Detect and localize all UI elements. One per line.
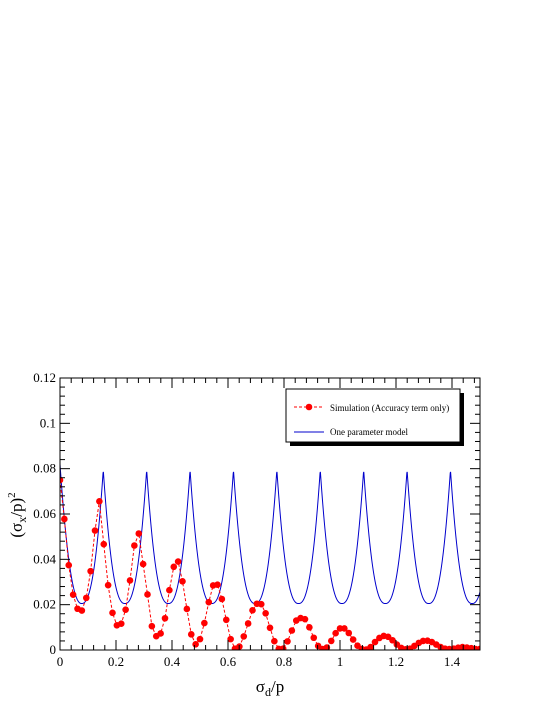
series-simulation-point xyxy=(262,609,269,617)
y-tick-label: 0.02 xyxy=(33,597,56,612)
series-simulation-point xyxy=(371,638,379,646)
series-simulation-point xyxy=(306,624,313,631)
series-simulation-point xyxy=(266,624,274,632)
y-tick-label: 0.04 xyxy=(33,551,56,566)
series-simulation-point xyxy=(227,635,234,643)
x-tick-label: 1 xyxy=(337,654,344,669)
x-tick-label: 0.8 xyxy=(276,654,292,669)
series-simulation-point xyxy=(218,595,226,603)
legend-simulation-marker xyxy=(305,403,313,411)
series-simulation-point xyxy=(60,476,64,484)
y-axis-label: (σx/p)2 xyxy=(6,492,29,537)
series-simulation-point xyxy=(82,594,90,602)
series-simulation-point xyxy=(144,591,151,598)
series-simulation-point xyxy=(214,581,221,589)
series-simulation-point xyxy=(117,620,125,628)
series-simulation-point xyxy=(327,637,335,645)
x-tick-label: 0 xyxy=(57,654,64,669)
y-tick-label: 0.08 xyxy=(33,461,56,476)
series-simulation-point xyxy=(109,609,116,617)
x-tick-label: 0.4 xyxy=(164,654,181,669)
series-simulation-point xyxy=(341,625,348,632)
legend-box xyxy=(285,388,461,443)
series-simulation-point xyxy=(87,567,94,575)
series-simulation-point xyxy=(148,622,156,630)
series-simulation-point xyxy=(100,540,108,548)
series-simulation-point xyxy=(345,629,353,637)
series-simulation-point xyxy=(257,600,265,608)
series-simulation-point xyxy=(310,634,318,642)
series-simulation-point xyxy=(192,641,199,648)
series-simulation-point xyxy=(122,606,129,613)
series-simulation-point xyxy=(222,616,230,624)
legend-model-label: One parameter model xyxy=(330,427,408,437)
series-simulation-point xyxy=(284,638,291,645)
axes-layer: 0 0.2 0.4 0.6 0.8 1 1.2 1.4 0 0.02 0.04 0.06 0.08 0.1… xyxy=(33,370,481,669)
y-tick-label: 0 xyxy=(50,642,57,657)
series-simulation-point xyxy=(201,619,208,627)
series-simulation-point xyxy=(187,631,195,638)
series-simulation-point xyxy=(78,607,86,614)
series-simulation-point xyxy=(166,586,173,594)
series-simulation-point xyxy=(69,591,77,598)
series-simulation-point xyxy=(96,498,103,505)
x-axis-label: σd/p xyxy=(256,677,284,699)
series-simulation-point xyxy=(288,627,296,634)
series-simulation-point xyxy=(183,605,191,613)
series-simulation-point xyxy=(61,515,68,523)
series-simulation-point xyxy=(174,558,182,565)
series-simulation-point xyxy=(157,630,164,637)
series-simulation-point xyxy=(249,607,256,614)
legend-simulation-label: Simulation (Accuracy term only) xyxy=(330,403,449,413)
series-simulation-point xyxy=(104,581,112,589)
series-simulation-point xyxy=(205,598,213,606)
series-simulation-point xyxy=(131,542,138,549)
series-simulation-point xyxy=(196,635,204,643)
y-tick-label: 0.1 xyxy=(40,415,56,430)
series-simulation-point xyxy=(271,637,278,645)
series-simulation-point xyxy=(279,645,287,650)
series-simulation-point xyxy=(240,633,248,640)
series-simulation-point xyxy=(332,629,339,637)
series-simulation-point xyxy=(135,530,143,537)
x-tick-label: 1.2 xyxy=(388,654,404,669)
series-simulation-point xyxy=(161,614,169,622)
y-tick-label: 0.06 xyxy=(33,506,56,521)
series-simulation-point xyxy=(389,636,396,644)
series-model-line xyxy=(60,464,480,605)
y-tick-label: 0.12 xyxy=(33,370,56,385)
series-simulation-point xyxy=(170,563,178,571)
series-simulation-point xyxy=(91,527,99,534)
x-tick-label: 0.6 xyxy=(220,654,237,669)
series-simulation-point xyxy=(301,615,309,623)
series-simulation-point xyxy=(367,643,374,650)
series-simulation-point xyxy=(139,560,147,568)
series-simulation-point xyxy=(126,577,134,584)
series-simulation-point xyxy=(244,620,252,627)
series-simulation-point xyxy=(349,636,357,643)
series-simulation-point xyxy=(476,645,480,650)
series-simulation-point xyxy=(65,561,73,569)
x-tick-label: 0.2 xyxy=(108,654,124,669)
series-layer xyxy=(60,464,480,650)
x-tick-label: 1.4 xyxy=(444,654,461,669)
legend: Simulation (Accuracy term only) One param… xyxy=(285,388,464,446)
series-simulation-point xyxy=(179,578,186,585)
